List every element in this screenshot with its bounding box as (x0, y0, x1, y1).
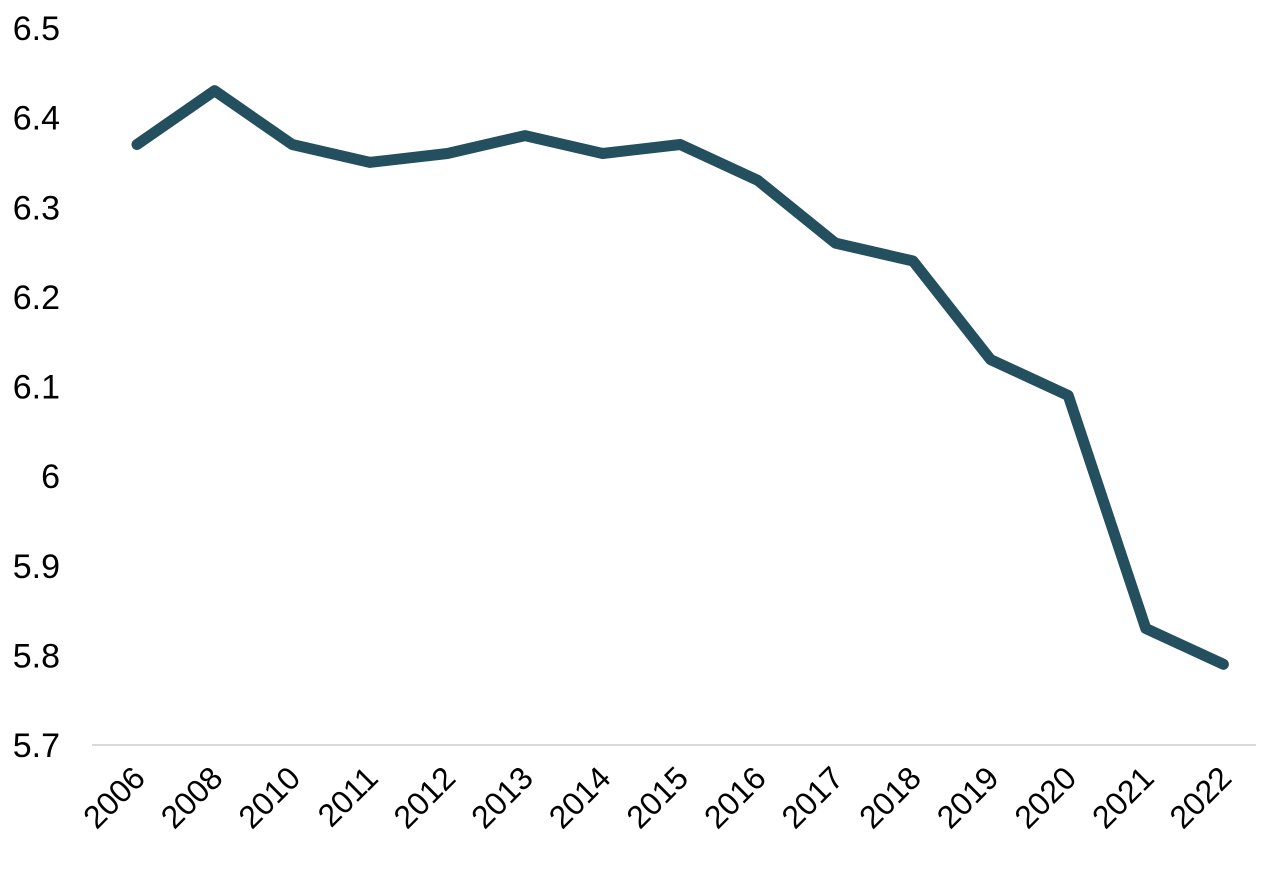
y-tick-label: 6.2 (13, 279, 60, 317)
y-tick-label: 6.1 (13, 369, 60, 407)
y-tick-label: 5.7 (13, 727, 60, 765)
x-tick-label: 2010 (231, 759, 307, 835)
x-tick-label: 2014 (542, 759, 618, 835)
x-tick-label: 2013 (464, 759, 540, 835)
x-tick-label: 2008 (154, 759, 230, 835)
x-tick-label: 2018 (852, 759, 928, 835)
y-axis-ticks: 5.7 5.8 5.9 6 6.1 6.2 6.3 6.4 6.5 (13, 10, 60, 765)
x-tick-label: 2017 (775, 759, 851, 835)
series-layer (131, 85, 1229, 670)
y-tick-label: 6.5 (13, 10, 60, 48)
x-tick-label: 2011 (311, 759, 385, 833)
x-tick-label: 2020 (1007, 759, 1083, 835)
x-tick-label: 2016 (697, 759, 773, 835)
y-tick-label: 6.3 (13, 189, 60, 227)
x-tick-label: 2021 (1085, 759, 1161, 835)
x-tick-label: 2015 (619, 759, 695, 835)
x-axis-ticks: 2006 2008 2010 2011 2012 2013 2014 2015 2016 2017… (76, 759, 1238, 835)
y-tick-label: 6.4 (13, 100, 60, 138)
y-tick-label: 5.8 (13, 637, 60, 675)
x-tick-label: 2012 (387, 759, 463, 835)
series-line (131, 85, 1229, 670)
y-tick-label: 6 (41, 458, 60, 496)
x-tick-label: 2019 (930, 759, 1006, 835)
x-tick-label: 2022 (1163, 759, 1239, 835)
y-tick-label: 5.9 (13, 548, 60, 586)
x-tick-label: 2006 (76, 759, 152, 835)
